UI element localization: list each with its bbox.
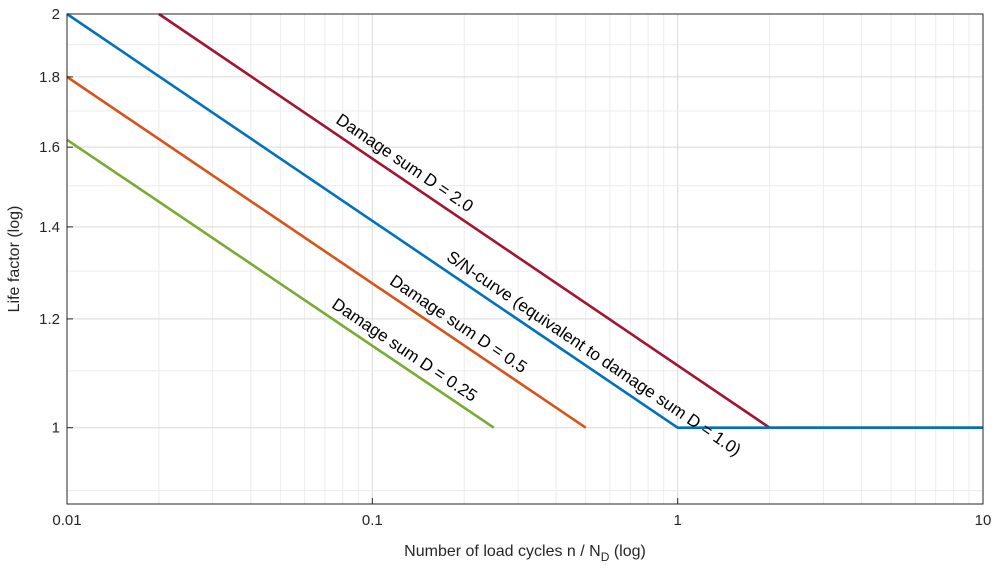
curve-label-damage-2: Damage sum D = 2.0 [333,110,477,216]
x-tick-label: 0.1 [362,512,383,529]
grid [66,13,983,504]
y-tick-label: 1 [52,420,60,437]
x-axis-label-subscript: D [601,550,610,564]
y-tick-label: 1.4 [39,219,60,236]
tick-labels: 0.01 0.1 1 10 1 1.2 1.4 1.6 1.8 2 [39,6,991,529]
y-tick-label: 1.2 [39,311,60,328]
plot-frame [66,13,984,505]
x-axis-label-suffix: (log) [609,543,645,560]
y-axis-label: Life factor (log) [6,206,23,313]
x-axis-label: Number of load cycles n / ND (log) [404,543,646,564]
series-group [66,12,983,430]
series-line-sn-curve [66,12,983,430]
x-tick-label: 0.01 [52,512,81,529]
y-tick-label: 1.6 [39,139,60,156]
x-tick-label: 1 [673,512,681,529]
y-tick-label: 2 [52,6,60,23]
y-tick-label: 1.8 [39,69,60,86]
curve-labels: Damage sum D = 2.0S/N-curve (equivalent … [329,110,745,460]
x-tick-label: 10 [975,512,992,529]
series-line-damage-025 [66,138,495,429]
series-line-damage-05 [66,75,587,429]
series-line-damage-2 [158,12,983,430]
axes [66,13,984,505]
